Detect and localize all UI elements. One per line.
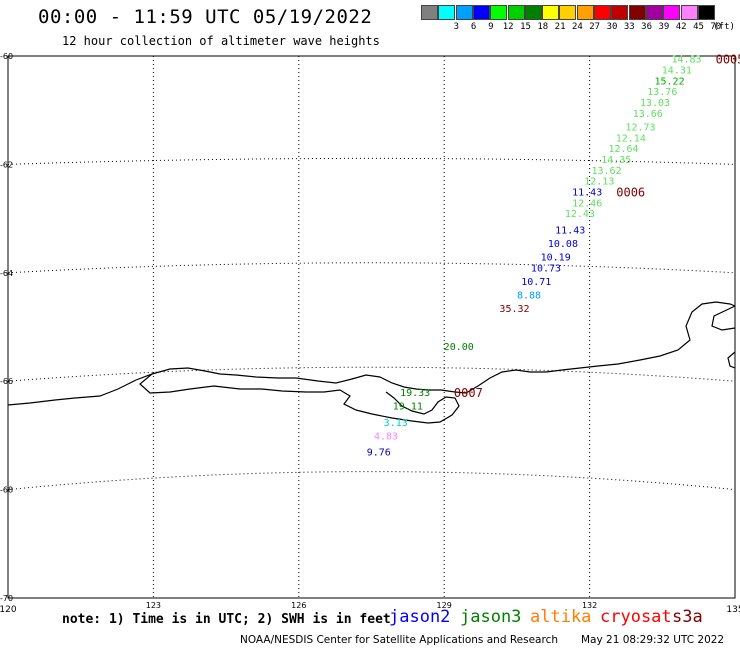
wave-height-value: 19.11 (393, 402, 423, 413)
legend-swatch (490, 5, 508, 20)
wave-height-value: 12.46 (572, 198, 602, 209)
legend-swatch (455, 5, 473, 20)
legend-swatch (663, 5, 681, 20)
wave-height-value: 10.19 (541, 253, 571, 264)
legend-swatch (542, 5, 560, 20)
legend-label: 33 (623, 22, 635, 32)
legend-swatch (628, 5, 646, 20)
lon-corner-right: 135 (726, 605, 740, 615)
pass-id-label: 0005 (716, 53, 740, 67)
page-subtitle: 12 hour collection of altimeter wave hei… (62, 34, 380, 48)
legend-swatch (524, 5, 542, 20)
parallel-line (7, 471, 736, 491)
wave-height-value: 9.76 (367, 448, 391, 459)
legend-label: 36 (641, 22, 653, 32)
pass-id-label: 0007 (454, 386, 483, 400)
lon-tick-label: 129 (437, 601, 452, 610)
wave-height-value: 4.83 (374, 431, 398, 442)
satellite-altika: altika (530, 607, 592, 627)
legend-label: 27 (589, 22, 601, 32)
lat-tick-label: -62 (0, 160, 13, 169)
legend-label: 3 (453, 22, 459, 32)
legend-label: 18 (537, 22, 549, 32)
wave-height-value: 14.35 (601, 155, 631, 166)
lon-corner-left: 120 (0, 605, 17, 615)
legend-label: 9 (488, 22, 494, 32)
wave-height-value: 19.33 (400, 388, 430, 399)
legend-swatch (697, 5, 715, 20)
wave-height-value: 20.00 (444, 342, 474, 353)
lat-tick-label: -66 (0, 377, 13, 386)
legend-label: 12 (502, 22, 514, 32)
legend-swatch (576, 5, 594, 20)
legend-label: 39 (658, 22, 670, 32)
legend-swatch (594, 5, 611, 20)
lon-tick-label: 132 (582, 601, 597, 610)
wave-height-value: 10.71 (521, 277, 551, 288)
satellite-jason3: jason3 (460, 607, 522, 627)
legend-label: 24 (571, 22, 583, 32)
wave-height-value: 13.62 (592, 166, 622, 177)
parallel-line (7, 262, 736, 274)
legend-swatch (438, 5, 456, 20)
coastline-bay (139, 373, 460, 424)
lat-tick-label: -60 (0, 52, 13, 61)
wave-height-value: 12.13 (584, 177, 614, 188)
wave-height-value: 8.88 (517, 290, 541, 301)
lon-tick-label: 123 (146, 601, 161, 610)
timestamp-text: May 21 08:29:32 UTC 2022 (581, 634, 725, 646)
legend-label: 45 (693, 22, 704, 32)
legend-label: 15 (520, 22, 531, 32)
parallel-line (7, 366, 736, 382)
wave-height-value: 12.64 (608, 144, 638, 155)
lat-tick-label: -70 (0, 594, 13, 603)
wave-height-value: 12.73 (625, 122, 655, 133)
wave-height-value: 14.83 (671, 55, 701, 66)
wave-height-value: 15.22 (655, 76, 685, 87)
wave-height-value: 12.14 (616, 133, 646, 144)
coastline-shelf (727, 351, 736, 369)
wave-height-value: 35.32 (499, 304, 529, 315)
credit-text: NOAA/NESDIS Center for Satellite Applica… (240, 634, 558, 646)
wave-height-value: 13.03 (640, 98, 670, 109)
satellite-cryosat: cryosat (600, 607, 672, 627)
legend-label: 21 (554, 22, 566, 32)
wave-height-value: 10.08 (548, 239, 578, 250)
legend-swatch (680, 5, 698, 20)
coastline (7, 301, 736, 406)
footer-note: note: 1) Time is in UTC; 2) SWH is in fe… (62, 612, 391, 627)
legend-unit: (ft) (713, 22, 735, 32)
lat-tick-label: -64 (0, 269, 13, 278)
wave-height-value: 13.66 (633, 109, 663, 120)
legend-swatch (611, 5, 629, 20)
wave-height-value: 13.76 (647, 87, 677, 98)
legend-label: 70 (710, 22, 722, 32)
wave-height-value: 10.73 (531, 263, 561, 274)
map-frame (7, 55, 736, 599)
satellite-s3a: s3a (672, 607, 703, 627)
page-title: 00:00 - 11:59 UTC 05/19/2022 (38, 6, 373, 28)
legend-swatch (645, 5, 663, 20)
wave-height-legend: 3 6 9 12 15 18 21 24 27 30 33 36 39 42 45 70 (ft) (421, 5, 737, 35)
wave-height-value: 14.31 (662, 66, 692, 77)
satellite-jason2: jason2 (389, 607, 451, 627)
legend-swatch (559, 5, 577, 20)
legend-swatch (472, 5, 490, 20)
wave-height-value: 11.43 (572, 188, 602, 199)
wave-height-value: 3.13 (384, 418, 408, 429)
coastline-shelf (711, 305, 736, 331)
legend-label: 6 (470, 22, 477, 32)
lon-tick-label: 126 (291, 601, 306, 610)
legend-label: 42 (675, 22, 687, 32)
pass-id-label: 0006 (616, 186, 645, 200)
lat-tick-label: -68 (0, 486, 13, 495)
legend-swatch (507, 5, 525, 20)
wave-height-value: 12.43 (565, 209, 595, 220)
wave-height-value: 11.43 (555, 225, 585, 236)
legend-swatch (421, 5, 438, 20)
legend-label: 30 (606, 22, 618, 32)
